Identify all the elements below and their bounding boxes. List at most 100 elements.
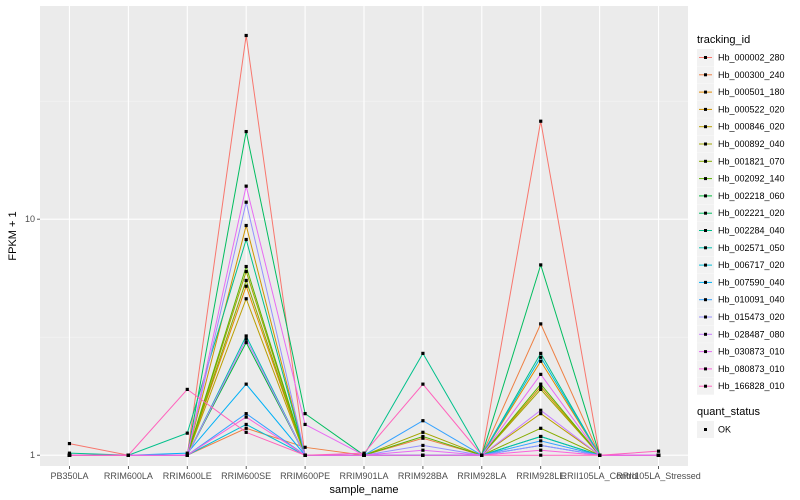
legend-key-point-Hb_000522_020: [704, 107, 707, 111]
point-Hb_166828_010-RRIM600SE: [244, 430, 248, 434]
point-Hb_166828_010-RRIM600PE: [303, 453, 307, 457]
legend-key-point-Hb_002571_050: [704, 246, 707, 250]
point-Hb_000892_040-RRIM928LE: [539, 387, 543, 392]
x-tick-label-2: RRIM600LE: [163, 471, 212, 481]
y-axis: 1 10: [25, 214, 40, 460]
legend-label-Hb_001821_070: Hb_001821_070: [718, 156, 785, 166]
legend-label-Hb_015473_020: Hb_015473_020: [718, 312, 785, 322]
point-Hb_030873_010-RRIM600SE: [244, 184, 248, 188]
point-Hb_002221_020-RRIM928LE: [539, 263, 543, 267]
point-Hb_002218_060-RRIM600SE: [244, 340, 248, 345]
x-tick-label-4: RRIM600PE: [280, 471, 330, 481]
point-Hb_000892_040-RRIM600SE: [244, 269, 248, 274]
point-Hb_000501_180-RRIM928LE: [539, 359, 543, 363]
legend-key-point-Hb_000501_180: [704, 90, 707, 94]
point-Hb_000522_020-RRIM928LE: [539, 385, 543, 389]
legend-label-Hb_002092_140: Hb_002092_140: [718, 174, 785, 184]
point-Hb_015473_020-RRIM928LE: [539, 443, 543, 448]
point-Hb_166828_010-RRIM928LA: [480, 453, 484, 457]
point-Hb_007590_040-RRIM600LE: [185, 451, 189, 455]
x-tick-label-8: RRIM928LE: [516, 471, 565, 481]
point-Hb_000002_280-RRIM928LE: [539, 119, 543, 123]
point-Hb_002284_040-RRIM600LE: [185, 431, 189, 435]
legend-key-point-Hb_002218_060: [704, 194, 707, 198]
x-tick-label-1: RRIM600LA: [104, 471, 153, 481]
point-Hb_006717_020-RRIM600SE: [244, 422, 248, 427]
point-Hb_010091_040-RRIM928BA: [421, 419, 425, 423]
legend-label-Hb_030873_010: Hb_030873_010: [718, 347, 785, 357]
legend-quant-status: quant_status OK: [697, 406, 760, 438]
legend-label-Hb_080873_010: Hb_080873_010: [718, 364, 785, 374]
point-Hb_000300_240-RRIM600SE: [244, 426, 248, 430]
legend-key-point-Hb_000002_280: [704, 56, 707, 59]
legend-label-Hb_006717_020: Hb_006717_020: [718, 260, 785, 270]
legend-label-Hb_000846_020: Hb_000846_020: [718, 122, 785, 132]
point-Hb_015473_020-RRIM928BA: [421, 443, 425, 448]
legend-label-Hb_166828_010: Hb_166828_010: [718, 381, 785, 391]
legend-key-point-Hb_000300_240: [704, 73, 707, 77]
point-Hb_000522_020-RRIM600SE: [244, 223, 248, 228]
legend-key-point-Hb_006717_020: [704, 263, 707, 267]
point-Hb_030873_010-RRIM928BA: [421, 448, 425, 452]
legend-quant-label-OK: OK: [718, 425, 731, 435]
legend-key-point-Hb_030873_010: [704, 350, 707, 354]
point-Hb_166828_010-RRIM901LA: [362, 451, 366, 455]
point-Hb_002221_020-RRIM600SE: [244, 129, 248, 134]
point-Hb_002284_040-PB350LA: [67, 451, 72, 455]
point-Hb_002284_040-RRIM928BA: [421, 351, 425, 355]
point-Hb_000300_240-RRIM600PE: [303, 445, 307, 449]
x-tick-label-10: RRII105LA_Stressed: [616, 471, 701, 481]
point-Hb_000300_240-RRIM928LE: [539, 322, 543, 326]
legend-key-point-Hb_015473_020: [704, 315, 707, 319]
point-Hb_006717_020-RRIM928LE: [539, 355, 543, 359]
legend-label-Hb_028487_080: Hb_028487_080: [718, 329, 785, 339]
point-Hb_010091_040-RRIM600SE: [244, 412, 248, 416]
point-Hb_000002_280-PB350LA: [67, 441, 72, 446]
x-tick-label-6: RRIM928BA: [398, 471, 448, 481]
legend-key-point-Hb_010091_040: [704, 298, 707, 302]
y-tick-label-1: 10: [25, 214, 35, 224]
point-Hb_080873_010-RRII105LA_Stressed: [656, 453, 661, 457]
x-tick-label-3: RRIM600SE: [221, 471, 271, 481]
x-axis-title: sample_name: [329, 484, 398, 496]
legend-key-point-Hb_080873_010: [704, 367, 707, 371]
legend-key-point-Hb_002221_020: [704, 211, 707, 215]
point-Hb_166828_010-RRIM600LA: [126, 453, 130, 457]
point-Hb_080873_010-RRIM928BA: [421, 453, 425, 457]
legend-key-point-Hb_001821_070: [704, 159, 707, 163]
legend-key-point-Hb_028487_080: [704, 332, 707, 336]
point-Hb_080873_010-RRIM901LA: [362, 453, 366, 457]
point-Hb_000846_020-RRIM600SE: [244, 297, 248, 301]
legend-label-Hb_000892_040: Hb_000892_040: [718, 139, 785, 149]
point-Hb_001821_070-RRIM600SE: [244, 278, 248, 283]
legend-title: tracking_id: [697, 34, 750, 46]
point-Hb_080873_010-RRIM600SE: [244, 415, 248, 419]
point-Hb_000300_240-RRIM928BA: [421, 436, 425, 440]
point-Hb_000846_020-RRIM928LE: [539, 412, 543, 416]
x-tick-label-0: PB350LA: [50, 471, 88, 481]
point-Hb_080873_010-RRIM928LE: [539, 448, 543, 452]
point-Hb_030873_010-RRIM600PE: [303, 422, 307, 427]
legend-label-Hb_010091_040: Hb_010091_040: [718, 295, 785, 305]
y-tick-label-0: 1: [30, 450, 35, 460]
legend-quant-status-title: quant_status: [697, 406, 760, 418]
point-Hb_166828_010-RRII105LA_Stressed: [656, 449, 661, 453]
legend-label-Hb_007590_040: Hb_007590_040: [718, 277, 785, 287]
legend-label-Hb_002221_020: Hb_002221_020: [718, 208, 785, 218]
legend-label-Hb_000522_020: Hb_000522_020: [718, 104, 785, 114]
x-tick-label-9: RRII105LA_Control: [561, 471, 639, 481]
point-Hb_002284_040-RRIM928LE: [539, 351, 543, 355]
point-Hb_028487_080-RRIM600SE: [244, 337, 248, 341]
x-tick-label-5: RRIM901LA: [339, 471, 388, 481]
legend-label-Hb_000002_280: Hb_000002_280: [718, 53, 785, 63]
point-Hb_002571_050-RRIM928LE: [539, 434, 543, 439]
legend-quant-key-point-OK: [704, 428, 707, 431]
legend-tracking-id: tracking_id Hb_000002_280 Hb_000300_240 Hb…: [697, 34, 785, 395]
point-Hb_001821_070-RRIM928LE: [539, 426, 543, 430]
point-Hb_000501_180-RRIM600SE: [244, 284, 248, 288]
point-Hb_007590_040-RRIM600SE: [244, 382, 248, 386]
point-Hb_002284_040-RRIM600SE: [244, 237, 248, 242]
x-tick-label-7: RRIM928LA: [457, 471, 506, 481]
